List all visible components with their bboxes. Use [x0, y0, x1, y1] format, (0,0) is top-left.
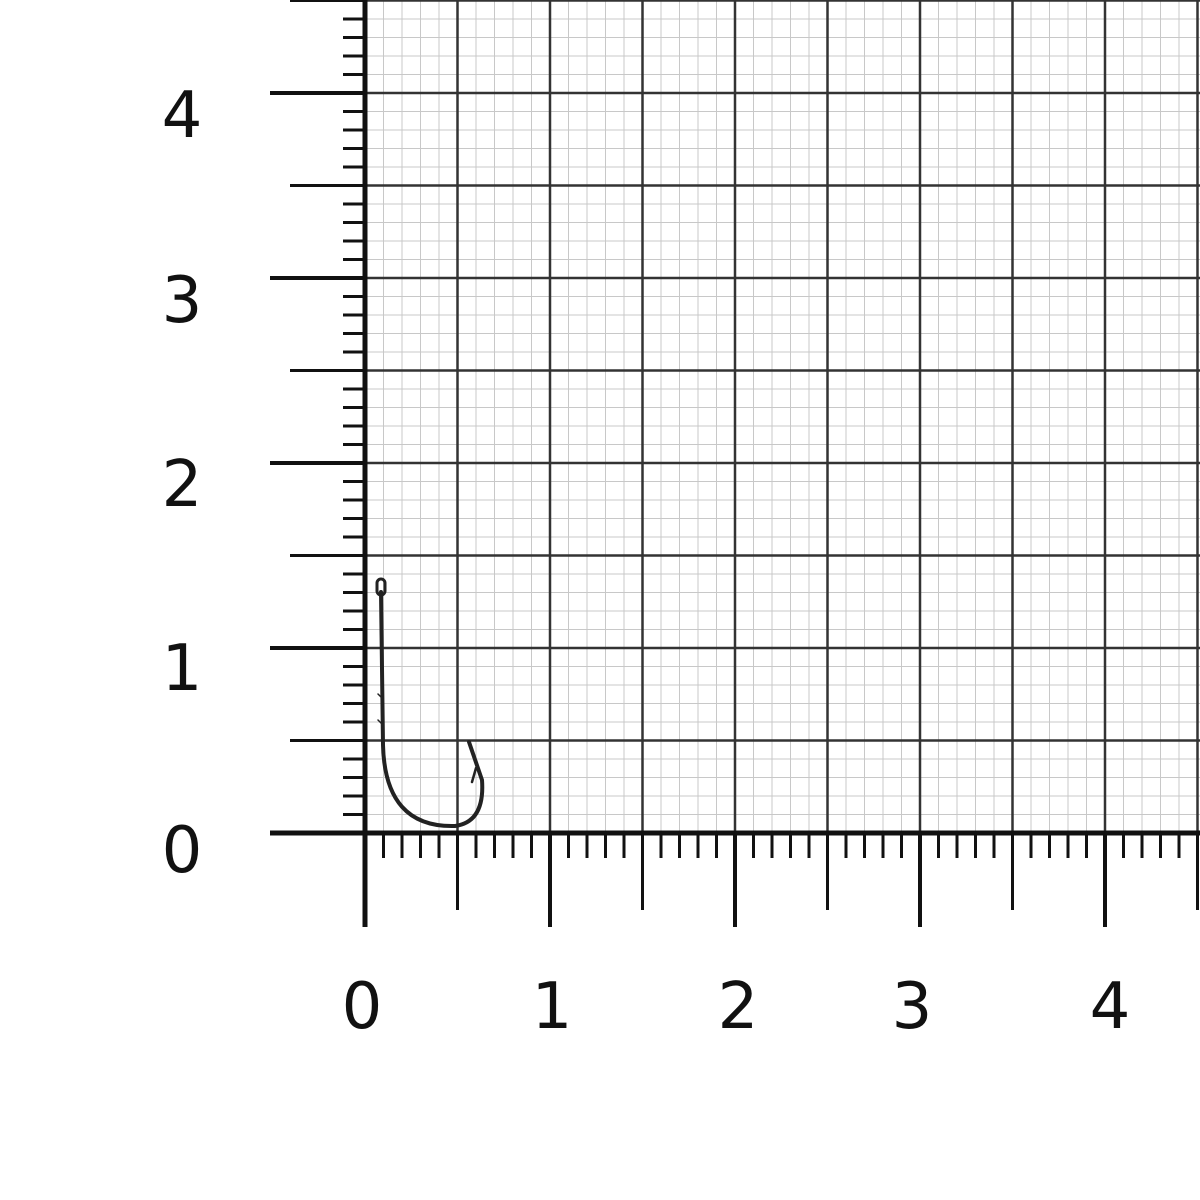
x-label-0: 0: [342, 970, 383, 1044]
hook-eye: [375, 577, 387, 597]
shank-barbs: [377, 693, 383, 725]
y-label-4: 4: [162, 79, 203, 153]
x-label-1: 1: [532, 970, 573, 1044]
x-label-2: 2: [718, 970, 759, 1044]
axis-ticks: [270, 0, 1199, 927]
fishing-hook-icon: [375, 577, 485, 829]
x-label-3: 3: [892, 970, 933, 1044]
x-label-4: 4: [1090, 970, 1131, 1044]
y-label-0: 0: [162, 814, 203, 888]
hook-shank: [379, 590, 485, 829]
y-label-2: 2: [162, 448, 203, 522]
axis-labels: 0 1 2 3 4 0 1 2 3 4: [162, 79, 1131, 1044]
half-grid: [365, 0, 1200, 833]
hook-barb: [470, 766, 478, 784]
axes: [270, 0, 1200, 927]
minor-grid: [365, 0, 1200, 833]
y-label-1: 1: [162, 632, 203, 706]
y-label-3: 3: [162, 264, 203, 338]
